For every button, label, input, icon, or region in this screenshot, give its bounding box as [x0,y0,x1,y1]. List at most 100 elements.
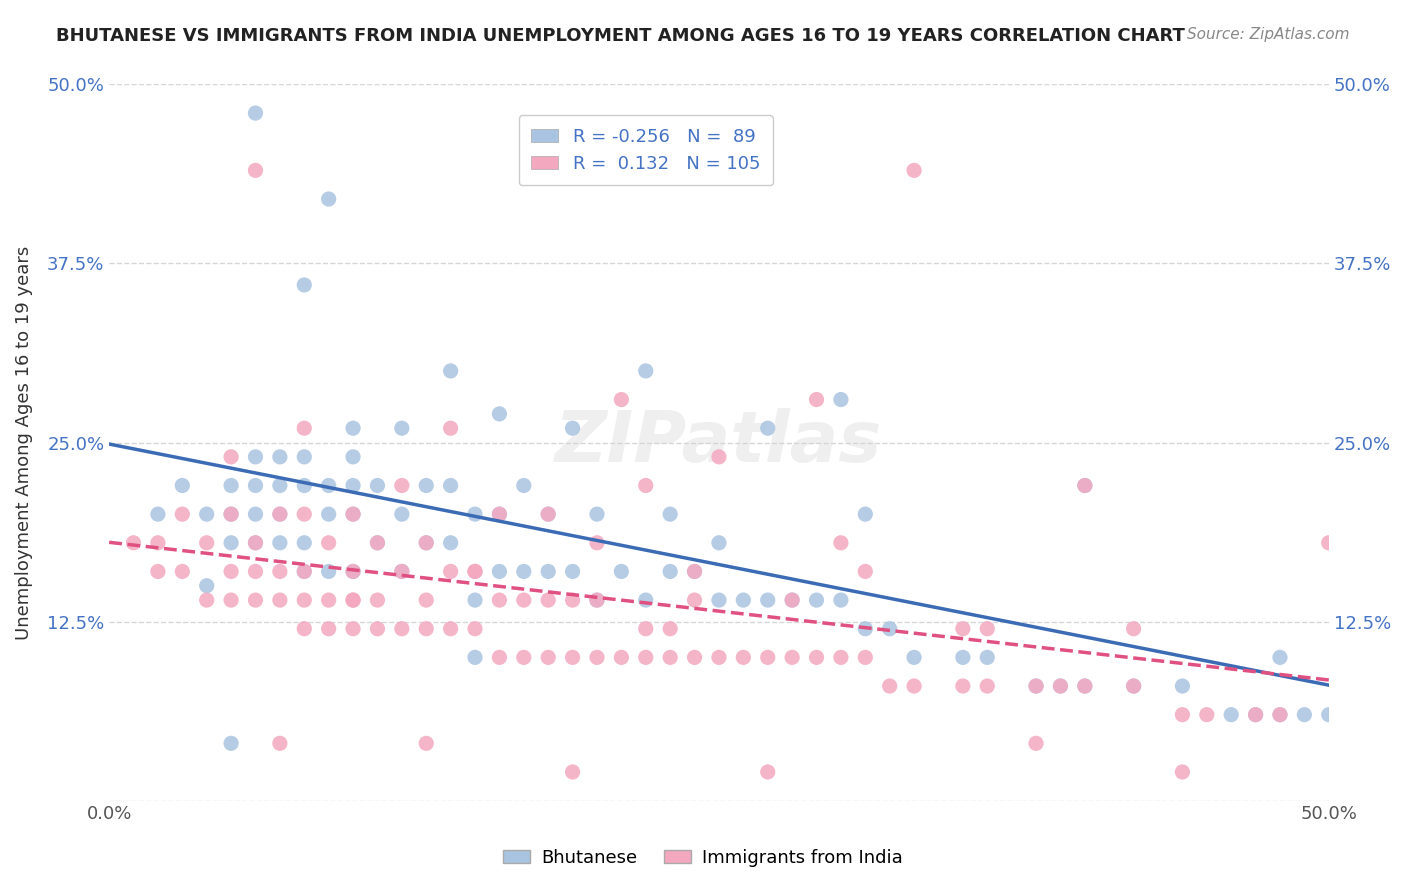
Point [952,650,974,665]
Point [292,565,315,579]
Point [1268,707,1291,722]
Point [610,163,633,178]
Point [1268,707,1291,722]
Point [391,565,413,579]
Point [561,565,583,579]
Point [1122,679,1144,693]
Point [537,650,560,665]
Point [1074,478,1097,492]
Point [245,593,267,607]
Point [146,565,169,579]
Text: Source: ZipAtlas.com: Source: ZipAtlas.com [1187,27,1350,42]
Point [366,536,388,550]
Point [292,565,315,579]
Point [440,565,463,579]
Point [707,536,730,550]
Point [488,650,510,665]
Point [269,565,291,579]
Point [756,593,779,607]
Point [903,650,925,665]
Point [561,764,583,779]
Point [464,593,486,607]
Legend: Bhutanese, Immigrants from India: Bhutanese, Immigrants from India [496,842,910,874]
Point [342,593,364,607]
Point [879,622,901,636]
Y-axis label: Unemployment Among Ages 16 to 19 years: Unemployment Among Ages 16 to 19 years [15,245,32,640]
Point [976,679,998,693]
Point [292,421,315,435]
Point [488,593,510,607]
Point [269,736,291,750]
Point [366,536,388,550]
Point [634,364,657,378]
Point [366,622,388,636]
Point [634,622,657,636]
Point [1220,707,1243,722]
Point [634,478,657,492]
Point [122,536,145,550]
Point [683,650,706,665]
Point [245,450,267,464]
Point [342,622,364,636]
Point [292,277,315,292]
Point [853,622,876,636]
Point [1244,707,1267,722]
Point [733,593,755,607]
Point [853,565,876,579]
Point [245,536,267,550]
Point [391,565,413,579]
Point [634,593,657,607]
Point [830,593,852,607]
Point [366,478,388,492]
Point [830,536,852,550]
Point [269,450,291,464]
Point [830,392,852,407]
Point [342,565,364,579]
Point [464,565,486,579]
Point [269,536,291,550]
Point [292,478,315,492]
Point [440,622,463,636]
Point [245,478,267,492]
Point [172,565,194,579]
Point [683,565,706,579]
Point [634,650,657,665]
Point [586,536,609,550]
Point [415,536,437,550]
Point [1049,679,1071,693]
Point [610,565,633,579]
Point [292,593,315,607]
Point [733,650,755,665]
Point [219,565,242,579]
Point [172,507,194,521]
Point [1074,679,1097,693]
Point [195,579,218,593]
Point [1049,679,1071,693]
Point [195,507,218,521]
Point [830,650,852,665]
Point [683,565,706,579]
Point [391,507,413,521]
Point [1171,679,1194,693]
Point [586,650,609,665]
Point [269,507,291,521]
Legend: R = -0.256   N =  89, R =  0.132   N = 105: R = -0.256 N = 89, R = 0.132 N = 105 [519,115,773,186]
Point [561,421,583,435]
Point [586,593,609,607]
Point [1025,679,1047,693]
Point [245,507,267,521]
Point [1171,764,1194,779]
Point [342,507,364,521]
Point [756,764,779,779]
Point [1025,736,1047,750]
Point [488,565,510,579]
Point [707,593,730,607]
Point [1122,622,1144,636]
Point [537,507,560,521]
Point [952,679,974,693]
Point [659,565,682,579]
Point [415,478,437,492]
Point [513,565,536,579]
Point [610,650,633,665]
Point [464,565,486,579]
